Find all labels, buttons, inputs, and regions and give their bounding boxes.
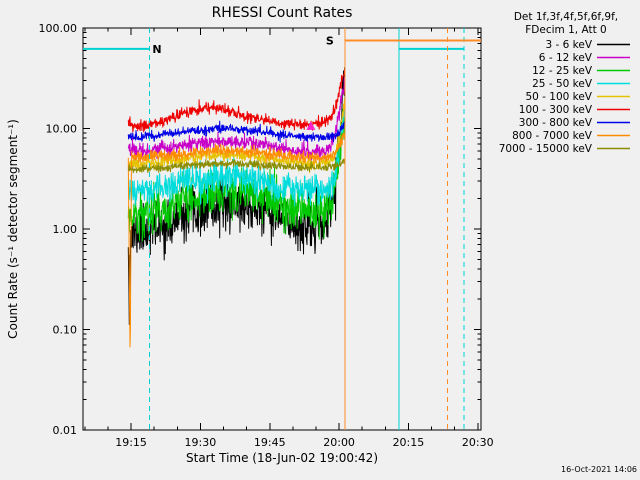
y-tick-label: 10.00	[46, 123, 78, 136]
legend-detectors-text: Det 1f,3f,4f,5f,6f,9f,	[514, 11, 618, 23]
y-axis-label: Count Rate (s⁻¹ detector segment⁻¹)	[6, 119, 20, 339]
x-tick-label: 20:30	[462, 436, 494, 449]
legend-label-6: 300 - 800 keV	[519, 117, 593, 129]
y-tick-label: 1.00	[53, 223, 78, 236]
x-tick-label: 19:45	[254, 436, 286, 449]
legend-label-1: 6 - 12 keV	[539, 52, 593, 64]
chart-title: RHESSI Count Rates	[212, 5, 353, 21]
y-tick-label: 0.01	[53, 424, 78, 437]
series-line-6-12-kev	[127, 76, 346, 161]
creation-timestamp: 16-Oct-2021 14:06	[561, 465, 637, 474]
chart-generated-layer: 19:15 19:30 19:45 20:00 20:15 20:30 100.00 10.0…	[39, 22, 630, 449]
legend-label-5: 100 - 300 keV	[519, 104, 593, 116]
x-tick-label: 20:15	[393, 436, 425, 449]
series-line-12-25-kev	[127, 108, 346, 242]
series-line-7000-15000-kev	[127, 158, 346, 174]
y-tick-label: 100.00	[39, 22, 78, 35]
legend-decimation-text: FDecim 1, Att 0	[525, 24, 606, 36]
x-axis-label: Start Time (18-Jun-02 19:00:42)	[186, 451, 378, 465]
saa-flag-label: S	[326, 35, 334, 48]
flare-marker-icon	[306, 121, 316, 130]
legend-label-7: 800 - 7000 keV	[512, 130, 593, 142]
legend-label-2: 12 - 25 keV	[532, 65, 593, 77]
series-line-300-800-kev	[127, 120, 346, 143]
series-line-25-50-kev	[127, 96, 346, 207]
series-line-800-7000-kev	[127, 132, 346, 348]
legend-label-3: 25 - 50 keV	[532, 78, 593, 90]
legend-label-4: 50 - 100 keV	[525, 91, 592, 103]
legend-label-0: 3 - 6 keV	[545, 39, 592, 51]
night-flag-label: N	[152, 43, 161, 56]
x-tick-label: 19:30	[185, 436, 217, 449]
x-tick-label: 20:00	[323, 436, 355, 449]
series-line-100-300-kev	[127, 69, 346, 133]
y-tick-label: 0.10	[53, 324, 78, 337]
x-tick-label: 19:15	[115, 436, 147, 449]
legend-label-8: 7000 - 15000 keV	[499, 143, 593, 155]
